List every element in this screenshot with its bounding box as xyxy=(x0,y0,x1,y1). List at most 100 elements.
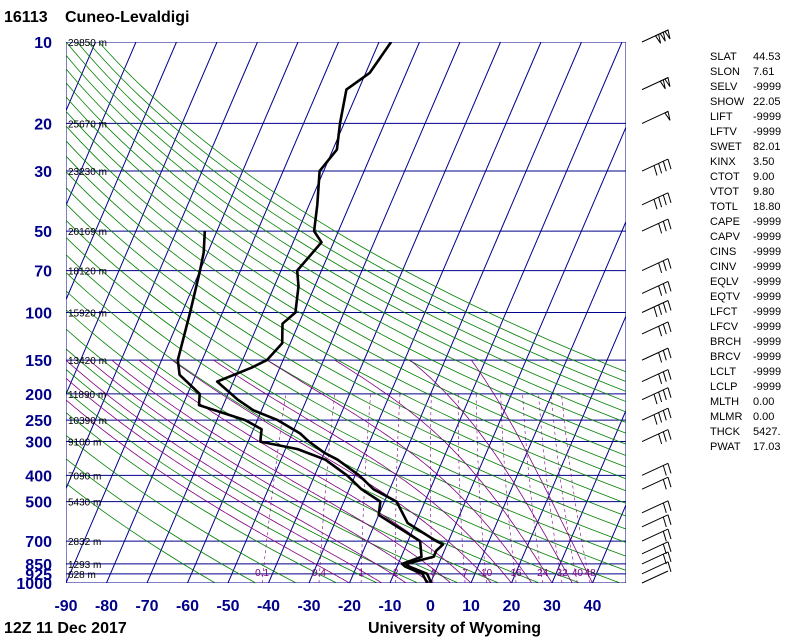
wind-barb-feather xyxy=(658,262,663,274)
index-value: -9999 xyxy=(753,126,781,138)
index-row: LFTV -9999 xyxy=(710,126,781,138)
temperature-tick-label: -40 xyxy=(257,598,280,615)
index-name: KINX xyxy=(710,156,736,168)
index-row: LIFT -9999 xyxy=(710,111,781,123)
index-name: LFCT xyxy=(710,306,738,318)
index-value: -9999 xyxy=(753,306,781,318)
index-value: -9999 xyxy=(753,276,781,288)
index-name: SLON xyxy=(710,66,740,78)
mixing-ratio-label: 0.4 xyxy=(312,568,326,579)
temperature-tick-label: -20 xyxy=(338,598,361,615)
wind-barb xyxy=(641,76,671,91)
wind-barb-staff xyxy=(641,369,669,383)
mixing-ratio-label: 40 xyxy=(572,568,584,579)
index-value: -9999 xyxy=(753,216,781,228)
height-label: 18120 m xyxy=(68,267,107,278)
wind-barb-feather xyxy=(662,479,667,490)
wind-barb-feather xyxy=(662,283,667,294)
index-row: THCK 5427. xyxy=(710,426,781,438)
pressure-tick-label: 30 xyxy=(34,164,52,181)
temperature-axis: -90 -80 -70 -60 -50 -40 -30 -20 -10 0 10 20 30 40 xyxy=(54,598,601,615)
wind-barb-staff xyxy=(641,192,669,206)
wind-barb-feather xyxy=(662,194,667,206)
wind-barb-feather xyxy=(662,531,667,542)
index-value: -9999 xyxy=(753,366,781,378)
wind-barb-feather xyxy=(667,429,672,440)
wind-barb-feather xyxy=(667,561,672,572)
height-label: 2832 m xyxy=(68,537,101,548)
index-row: SLAT 44.53 xyxy=(710,51,781,63)
dry-adiabat xyxy=(66,236,626,557)
isotherm-line xyxy=(66,42,218,396)
wind-barb-feather xyxy=(662,221,667,232)
isotherm-line xyxy=(66,42,299,583)
temperature-tick-label: 30 xyxy=(543,598,561,615)
wind-barb-feather xyxy=(667,347,672,359)
index-row: CINS -9999 xyxy=(710,246,781,258)
mixing-ratio-line xyxy=(475,393,487,583)
pressure-tick-label: 1000 xyxy=(16,576,52,593)
wind-barb-staff xyxy=(641,218,669,232)
index-value: 0.00 xyxy=(753,411,774,423)
wind-barb-flag xyxy=(654,33,662,44)
wind-barb-feather xyxy=(658,163,663,174)
index-row: MLTH 0.00 xyxy=(710,396,774,408)
temperature-tick-label: 0 xyxy=(426,598,435,615)
wind-barbs xyxy=(641,29,672,584)
dry-adiabat xyxy=(66,219,626,543)
wind-barb-staff xyxy=(641,541,669,555)
index-name: CINV xyxy=(710,261,737,273)
mixing-ratio-line xyxy=(318,393,335,583)
wind-barb xyxy=(641,387,672,405)
isotherm-line xyxy=(511,314,626,583)
index-value: 7.61 xyxy=(753,66,774,78)
wind-barb-feather xyxy=(658,304,663,315)
mixing-ratio-label: 10 xyxy=(481,568,493,579)
isotherm-line xyxy=(389,42,623,583)
pressure-tick-label: 70 xyxy=(34,264,52,281)
wind-barb xyxy=(641,462,672,476)
index-name: CTOT xyxy=(710,171,740,183)
index-row: LCLT -9999 xyxy=(710,366,781,378)
moist-adiabat xyxy=(66,359,407,583)
moist-adiabat xyxy=(171,359,492,583)
height-label: 10390 m xyxy=(68,416,107,427)
wind-barb-feather xyxy=(662,543,667,555)
index-row: CTOT 9.00 xyxy=(710,171,774,183)
index-row: LFCV -9999 xyxy=(710,321,781,333)
wind-barb-staff xyxy=(641,561,669,575)
moist-adiabat xyxy=(266,359,533,583)
wind-barb-feather xyxy=(658,352,663,363)
wind-barb-feather xyxy=(662,431,667,442)
dry-adiabat xyxy=(66,482,216,583)
station-id: 16113 xyxy=(4,9,48,26)
temperature-tick-label: 10 xyxy=(462,598,480,615)
wind-barb-flag xyxy=(664,76,671,87)
height-label: 15920 m xyxy=(68,309,107,320)
wind-barb-feather xyxy=(653,393,658,405)
index-name: CINS xyxy=(710,246,736,258)
index-name: LCLT xyxy=(710,366,736,378)
wind-barb-feather xyxy=(662,260,667,271)
wind-barb-feather xyxy=(653,165,658,176)
wind-barb-feather xyxy=(662,161,667,172)
index-row: PWAT 17.03 xyxy=(710,441,781,453)
index-row: BRCV -9999 xyxy=(710,351,781,363)
index-value: 9.80 xyxy=(753,186,774,198)
index-row: SWET 82.01 xyxy=(710,141,781,153)
wind-barb xyxy=(641,280,672,296)
index-name: SLAT xyxy=(710,51,737,63)
dry-adiabat xyxy=(66,412,337,583)
wind-barb-feather xyxy=(667,321,672,333)
index-name: BRCH xyxy=(710,336,741,348)
index-name: LCLP xyxy=(710,381,738,393)
wind-barb-staff xyxy=(641,462,669,476)
mixing-ratio-label: 4 xyxy=(430,568,436,579)
temperature-tick-label: -10 xyxy=(378,598,401,615)
wind-barb-feather xyxy=(653,199,658,210)
index-name: TOTL xyxy=(710,201,738,213)
index-value: 9.00 xyxy=(753,171,774,183)
wind-barb-feather xyxy=(658,326,663,337)
sounding-indices: SLAT 44.53 SLON 7.61 SELV -9999 SHOW 22.05 LIFT -… xyxy=(710,51,781,453)
index-value: -9999 xyxy=(753,246,781,258)
